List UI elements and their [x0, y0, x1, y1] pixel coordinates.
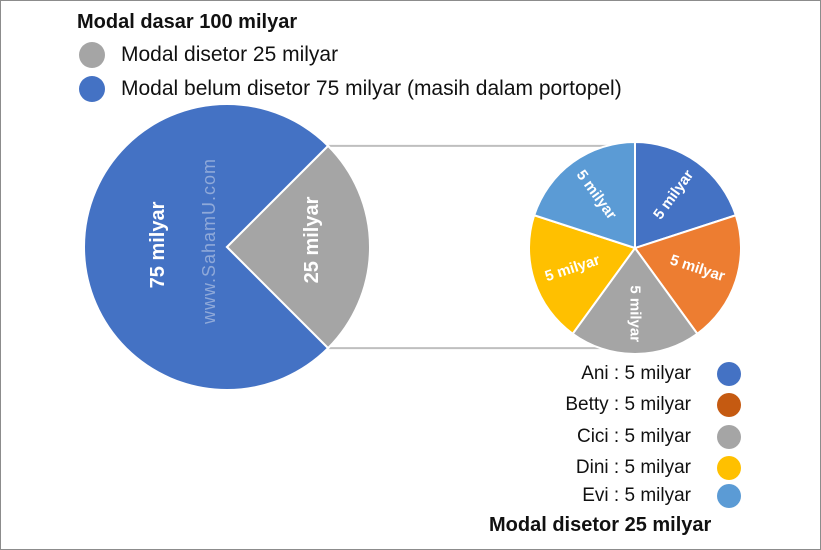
detail-pie-slice-3 [571, 246, 699, 356]
data-label-25-milyar: 25 milyar [301, 196, 323, 283]
detail-pie-slice-5 [532, 140, 636, 250]
owner-legend-evi: Evi : 5 milyar [481, 484, 741, 508]
owner-label-ani: Ani : 5 milyar [581, 363, 691, 384]
owner-label-evi: Evi : 5 milyar [582, 485, 691, 506]
main-pie-title: Modal dasar 100 milyar [77, 11, 298, 33]
owner-marker-evi [717, 484, 741, 508]
pie-slice-modal-disetor [225, 144, 371, 350]
owner-marker-ani [717, 362, 741, 386]
detail-data-label-3: 5 milyar [627, 285, 644, 342]
detail-pie-slice-2 [633, 213, 743, 336]
legend-label-modal-disetor: Modal disetor 25 milyar [121, 43, 339, 66]
owner-label-cici: Cici : 5 milyar [576, 426, 691, 447]
watermark-text: www.SahamU.com [199, 158, 219, 325]
legend-marker-modal-belum-disetor [79, 76, 105, 102]
detail-pie-slice-1 [634, 140, 738, 250]
legend-item-modal-disetor: Modal disetor 25 milyar [79, 42, 338, 68]
owner-legend-ani: Ani : 5 milyar [481, 362, 741, 386]
owner-marker-betty [717, 393, 741, 417]
owner-label-dini: Dini : 5 milyar [575, 457, 691, 478]
legend-label-modal-belum-disetor: Modal belum disetor 75 milyar (masih dal… [121, 77, 622, 100]
owner-marker-dini [717, 456, 741, 480]
owner-legend-cici: Cici : 5 milyar [481, 425, 741, 449]
owner-marker-cici [717, 425, 741, 449]
owner-legend-dini: Dini : 5 milyar [481, 456, 741, 480]
detail-pie-slice-4 [527, 213, 637, 336]
legend-marker-modal-disetor [79, 42, 105, 68]
detail-pie-title: Modal disetor 25 milyar [489, 514, 712, 536]
owner-legend-betty: Betty : 5 milyar [481, 393, 741, 417]
data-label-75-milyar: 75 milyar [147, 201, 169, 288]
owner-label-betty: Betty : 5 milyar [565, 394, 691, 415]
legend-item-modal-belum-disetor: Modal belum disetor 75 milyar (masih dal… [79, 76, 622, 102]
pie-slice-modal-belum-disetor [83, 103, 330, 391]
